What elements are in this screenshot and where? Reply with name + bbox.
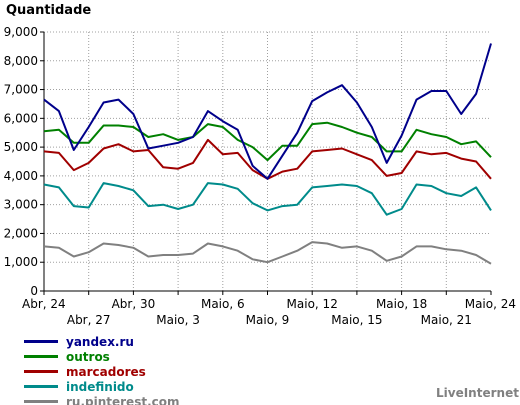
x-tick-label: Abr, 24 <box>22 297 66 311</box>
legend-item: marcadores <box>24 364 180 379</box>
y-tick-label: 0 <box>30 284 38 298</box>
y-axis-label: Quantidade <box>6 3 92 18</box>
legend-label: indefinido <box>66 379 134 394</box>
legend: yandex.ru outros marcadores indefinido ru.pi… <box>24 334 180 405</box>
legend-item: outros <box>24 349 180 364</box>
y-tick-label: 8,000 <box>4 54 38 68</box>
series-line-ru-pinterest-com <box>43 241 492 265</box>
x-tick-label: Maio, 18 <box>376 297 427 311</box>
y-tick-label: 6,000 <box>4 111 38 125</box>
y-tick-label: 1,000 <box>4 255 38 269</box>
x-tick-label: Maio, 9 <box>246 313 290 327</box>
x-tick-label: Maio, 12 <box>287 297 338 311</box>
credit-liveinternet: LiveInternet <box>436 386 519 400</box>
x-tick-label: Maio, 6 <box>201 297 245 311</box>
legend-label: yandex.ru <box>66 334 134 349</box>
legend-label: marcadores <box>66 364 146 379</box>
series-line-yandex-ru <box>43 43 492 180</box>
legend-swatch <box>24 355 58 358</box>
legend-swatch <box>24 370 58 373</box>
x-tick-label: Maio, 3 <box>156 313 200 327</box>
legend-label: outros <box>66 349 110 364</box>
y-tick-label: 3,000 <box>4 198 38 212</box>
legend-item: ru.pinterest.com <box>24 394 180 405</box>
y-tick-label: 2,000 <box>4 226 38 240</box>
x-tick-label: Maio, 15 <box>331 313 382 327</box>
legend-label: ru.pinterest.com <box>66 394 180 405</box>
legend-item: indefinido <box>24 379 180 394</box>
series-line-indefinido <box>43 182 492 216</box>
x-tick-label: Abr, 30 <box>112 297 156 311</box>
y-tick-label: 9,000 <box>4 25 38 39</box>
x-tick-label: Abr, 27 <box>67 313 111 327</box>
x-tick-label: Maio, 21 <box>421 313 472 327</box>
legend-swatch <box>24 340 58 343</box>
series-line-outros <box>43 121 492 162</box>
y-tick-label: 4,000 <box>4 169 38 183</box>
y-tick-label: 5,000 <box>4 140 38 154</box>
y-tick-label: 7,000 <box>4 83 38 97</box>
legend-item: yandex.ru <box>24 334 180 349</box>
legend-swatch <box>24 385 58 388</box>
x-tick-label: Maio, 24 <box>465 297 516 311</box>
legend-swatch <box>24 400 58 403</box>
